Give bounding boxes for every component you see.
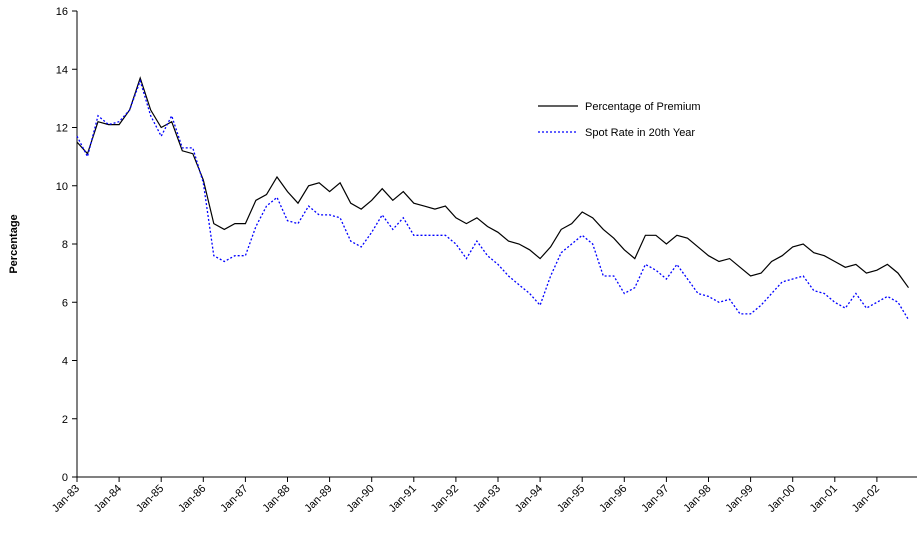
x-tick-label: Jan-89: [302, 483, 334, 515]
y-tick-label: 8: [62, 239, 68, 251]
x-tick-label: Jan-95: [555, 483, 587, 515]
x-tick-label: Jan-92: [429, 483, 461, 515]
line-series: [76, 78, 910, 321]
x-tick-label: Jan-00: [766, 483, 798, 515]
y-tick-label: 10: [56, 181, 68, 193]
x-tick-label: Jan-86: [176, 483, 208, 515]
x-tick-label: Jan-94: [513, 483, 545, 515]
x-tick-label: Jan-87: [218, 483, 250, 515]
x-tick-label: Jan-02: [850, 483, 882, 515]
y-tick-label: 6: [62, 297, 68, 309]
x-tick-label: Jan-96: [597, 483, 629, 515]
y-tick-label: 0: [62, 472, 68, 484]
y-tick-label: 16: [56, 6, 68, 18]
legend-label: Spot Rate in 20th Year: [585, 127, 695, 139]
y-tick-label: 14: [56, 64, 68, 76]
y-axis-label: Percentage: [8, 214, 20, 273]
legend-label: Percentage of Premium: [585, 101, 701, 113]
x-tick-label: Jan-01: [808, 483, 840, 515]
x-tick-label: Jan-97: [639, 483, 671, 515]
x-tick-label: Jan-85: [134, 483, 166, 515]
x-tick-label: Jan-91: [387, 483, 419, 515]
y-tick-label: 12: [56, 123, 68, 135]
line-series: [76, 76, 909, 289]
x-tick-label: Jan-99: [723, 483, 755, 515]
y-tick-label: 2: [62, 414, 68, 426]
x-tick-label: Jan-88: [260, 483, 292, 515]
y-tick-label: 4: [62, 356, 68, 368]
x-tick-label: Jan-84: [92, 483, 124, 515]
x-tick-label: Jan-98: [681, 483, 713, 515]
x-tick-label: Jan-93: [471, 483, 503, 515]
x-tick-label: Jan-90: [345, 483, 377, 515]
x-tick-label: Jan-83: [50, 483, 82, 515]
